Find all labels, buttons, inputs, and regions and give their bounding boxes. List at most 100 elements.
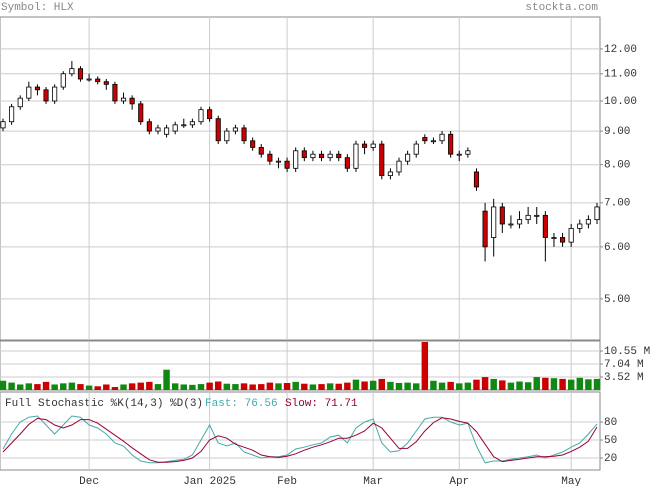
candle-body — [146, 121, 152, 132]
volume-bar — [473, 379, 480, 390]
volume-panel — [0, 340, 601, 391]
volume-bar — [25, 383, 33, 390]
candle-body — [560, 237, 566, 243]
volume-bar — [404, 382, 411, 390]
candle-body — [103, 81, 109, 85]
volume-bar — [585, 379, 592, 390]
volume-bar — [464, 382, 472, 390]
volume-bar — [146, 381, 153, 390]
candle-body — [525, 214, 531, 221]
candle-body — [95, 78, 101, 83]
candle-body — [456, 153, 462, 156]
volume-bar — [240, 383, 248, 390]
volume-bar — [275, 383, 282, 390]
volume-bar — [516, 381, 523, 390]
candle-body — [534, 214, 540, 217]
volume-bar — [456, 383, 463, 390]
candle-body — [155, 127, 161, 132]
candle-body — [516, 219, 523, 225]
y-tick-label: 11.00 — [604, 69, 637, 81]
candle-body — [181, 124, 187, 127]
y-tick-label: 10.55 M — [604, 346, 650, 358]
volume-bar — [567, 379, 575, 390]
y-tick-label: 80 — [604, 417, 617, 429]
volume-bar — [499, 380, 506, 390]
volume-bar — [283, 382, 291, 390]
candle-body — [52, 86, 58, 102]
y-tick-label: 20 — [604, 453, 617, 465]
volume-bar — [507, 382, 515, 390]
candle-body — [448, 133, 454, 155]
candle-body — [275, 160, 282, 163]
x-tick-label: Apr — [449, 476, 469, 486]
volume-bar — [8, 382, 15, 390]
candle-body — [112, 83, 118, 102]
candle-body — [491, 206, 497, 238]
candle-body — [232, 127, 238, 132]
volume-bar — [206, 382, 213, 390]
volume-bar — [542, 377, 549, 390]
candle-body — [224, 130, 230, 142]
candle-body — [138, 103, 144, 123]
volume-bar — [447, 381, 454, 390]
stochastic-panel — [0, 391, 601, 471]
candle-body — [482, 210, 488, 248]
candle-body — [430, 140, 436, 143]
legend-value: 71.71 — [325, 398, 358, 410]
candle-body — [164, 127, 170, 135]
candle-body — [284, 160, 290, 169]
volume-bar — [197, 384, 205, 390]
legend-label: Slow: — [285, 398, 318, 410]
volume-bar — [189, 384, 196, 390]
volume-bar — [120, 384, 127, 390]
candle-body — [9, 106, 15, 123]
x-tick-label: Feb — [277, 476, 297, 486]
y-tick-label: 5.00 — [604, 294, 630, 306]
candle-body — [207, 109, 213, 120]
volume-bar — [163, 369, 170, 390]
volume-bar — [111, 387, 119, 390]
volume-bar — [576, 377, 584, 390]
volume-bar — [361, 381, 368, 390]
candle-body — [542, 214, 548, 238]
candle-body — [551, 237, 557, 239]
candle-body — [120, 97, 127, 102]
candle-body — [250, 140, 256, 148]
candle-body — [318, 153, 325, 159]
volume-bar — [249, 384, 256, 390]
candle-body — [267, 153, 273, 162]
volume-bar — [550, 378, 558, 390]
volume-bar — [369, 380, 377, 390]
volume-bar — [309, 384, 317, 390]
x-tick-label: Mar — [363, 476, 383, 486]
legend-label: Fast: — [205, 398, 238, 410]
volume-bar — [137, 382, 144, 390]
volume-bar — [481, 377, 489, 390]
volume-bar — [94, 386, 101, 390]
candle-body — [439, 133, 445, 142]
volume-bar — [421, 341, 429, 390]
volume-bar — [378, 378, 386, 390]
candle-body — [189, 121, 195, 126]
candle-body — [77, 68, 84, 80]
volume-bar — [232, 384, 239, 390]
volume-bar — [85, 385, 93, 390]
y-tick-label: 9.00 — [604, 126, 630, 138]
y-tick-label: 10.00 — [604, 96, 637, 108]
candle-body — [60, 73, 66, 88]
candle-body — [310, 153, 316, 159]
candle-body — [129, 97, 135, 105]
candle-body — [568, 228, 574, 243]
volume-bar — [335, 383, 342, 390]
candle-body — [69, 68, 75, 75]
volume-bar — [77, 384, 84, 390]
volume-bar — [301, 383, 308, 390]
volume-bar — [258, 384, 265, 390]
candle-body — [465, 150, 471, 155]
candle-body — [17, 97, 23, 108]
volume-bar — [395, 382, 403, 390]
volume-bar — [16, 384, 24, 390]
volume-bar — [214, 381, 222, 390]
volume-bar — [438, 382, 446, 390]
volume-bar — [326, 383, 334, 390]
